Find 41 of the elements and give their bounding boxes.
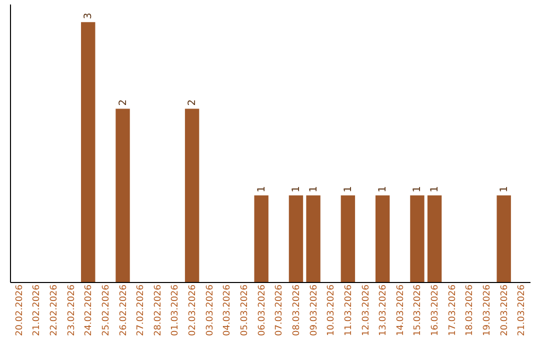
x-tick-label: 19.03.2026 [482,284,493,336]
x-tick-label: 05.03.2026 [240,284,250,336]
x-tick-label: 28.02.2026 [153,284,164,336]
x-tick-label: 23.02.2026 [66,284,77,336]
x-tick-label: 27.02.2026 [136,284,146,336]
data-label: 1 [342,186,354,192]
data-label: 1 [256,186,268,192]
data-label: 2 [118,99,129,106]
x-tick-label: 06.03.2026 [257,284,268,336]
x-tick-label: 17.03.2026 [448,284,458,336]
x-tick-label: 03.03.2026 [205,284,216,336]
x-tick-label: 10.03.2026 [326,284,337,336]
x-tick-label: 01.03.2026 [170,284,181,336]
x-tick-label: 12.03.2026 [361,284,372,336]
x-tick-label: 24.02.2026 [84,284,94,336]
x-tick-label: 07.03.2026 [274,284,285,336]
x-tick-label: 18.03.2026 [465,284,476,336]
data-label: 1 [498,186,510,192]
x-tick-label: 25.02.2026 [101,284,112,336]
data-label: 3 [83,12,94,20]
data-label: 1 [308,186,320,192]
x-tick-label: 11.03.2026 [344,284,354,336]
data-label: 1 [290,186,302,192]
x-tick-label: 02.03.2026 [188,284,198,336]
x-tick-label: 16.03.2026 [430,284,441,336]
x-tick-label: 04.03.2026 [222,284,233,336]
x-tick-label: 08.03.2026 [292,284,302,336]
x-tick-label: 21.03.2026 [517,284,528,336]
x-tick-label: 15.03.2026 [413,284,424,336]
x-tick-label: 21.02.2026 [32,284,42,336]
data-label: 1 [378,186,389,192]
data-label: 1 [430,186,441,192]
x-tick-label: 26.02.2026 [118,284,129,336]
x-tick-label: 14.03.2026 [396,284,406,336]
x-tick-label: 20.02.2026 [14,284,25,336]
x-tick-label: 13.03.2026 [378,284,389,336]
x-tick-label: 20.03.2026 [500,284,510,336]
x-tick-label: 09.03.2026 [309,284,320,336]
data-label: 2 [187,99,198,106]
x-tick-label: 22.02.2026 [49,284,60,336]
data-label: 1 [412,186,424,192]
